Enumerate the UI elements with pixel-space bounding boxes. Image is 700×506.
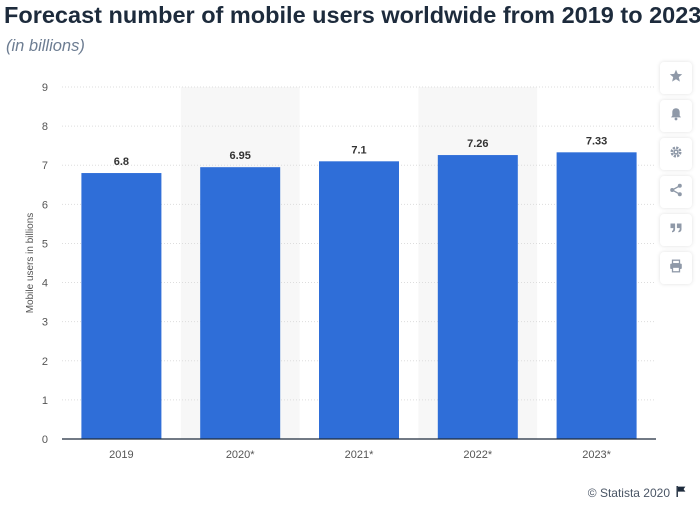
favorite-button[interactable] bbox=[660, 62, 692, 94]
copyright-credit[interactable]: © Statista 2020 bbox=[587, 486, 670, 500]
y-tick-label: 3 bbox=[42, 317, 48, 329]
chart-subtitle: (in billions) bbox=[6, 37, 85, 55]
y-tick-label: 9 bbox=[42, 82, 48, 94]
chart-title: Forecast number of mobile users worldwid… bbox=[4, 2, 700, 28]
bar-value-label: 6.95 bbox=[229, 150, 250, 162]
share-button[interactable] bbox=[660, 176, 692, 208]
x-tick-label: 2020* bbox=[226, 449, 255, 461]
bar-2020 bbox=[200, 167, 281, 439]
bell-icon bbox=[669, 107, 683, 126]
y-tick-label: 8 bbox=[42, 121, 48, 133]
chart-panel: 0 1 2 3 4 5 6 7 8 9 Mobile users in billions 6.8 201… bbox=[0, 62, 656, 478]
x-tick-label: 2023* bbox=[582, 449, 611, 461]
y-tick-label: 6 bbox=[42, 199, 48, 211]
settings-button[interactable] bbox=[660, 138, 692, 170]
bar-2019 bbox=[81, 173, 162, 439]
cite-button[interactable] bbox=[660, 214, 692, 246]
x-tick-label: 2022* bbox=[463, 449, 492, 461]
y-tick-label: 4 bbox=[42, 278, 48, 290]
bar-2023 bbox=[556, 152, 637, 439]
share-icon bbox=[669, 183, 683, 202]
y-axis-title: Mobile users in billions bbox=[25, 213, 36, 314]
notification-button[interactable] bbox=[660, 100, 692, 132]
print-button[interactable] bbox=[660, 252, 692, 284]
footer: © Statista 2020 bbox=[588, 486, 686, 500]
x-tick-label: 2021* bbox=[345, 449, 374, 461]
gear-icon bbox=[669, 145, 683, 164]
flag-icon[interactable] bbox=[676, 486, 686, 500]
bar-chart: 0 1 2 3 4 5 6 7 8 9 Mobile users in billions 6.8 201… bbox=[25, 82, 656, 461]
star-icon bbox=[669, 69, 683, 88]
bar-2021 bbox=[319, 161, 399, 440]
bar-2022 bbox=[437, 155, 518, 439]
y-tick-label: 7 bbox=[42, 160, 48, 172]
x-tick-label: 2019 bbox=[109, 449, 133, 461]
bar-value-label: 7.26 bbox=[467, 138, 488, 150]
y-tick-label: 1 bbox=[42, 395, 48, 407]
quote-icon bbox=[669, 221, 683, 240]
print-icon bbox=[669, 259, 683, 278]
chart-toolbar bbox=[660, 62, 692, 284]
bar-value-label: 6.8 bbox=[114, 156, 129, 168]
bar-value-label: 7.1 bbox=[351, 144, 366, 156]
y-tick-label: 5 bbox=[42, 238, 48, 250]
bar-value-label: 7.33 bbox=[586, 135, 607, 147]
y-tick-label: 0 bbox=[42, 434, 48, 446]
y-tick-label: 2 bbox=[42, 356, 48, 368]
